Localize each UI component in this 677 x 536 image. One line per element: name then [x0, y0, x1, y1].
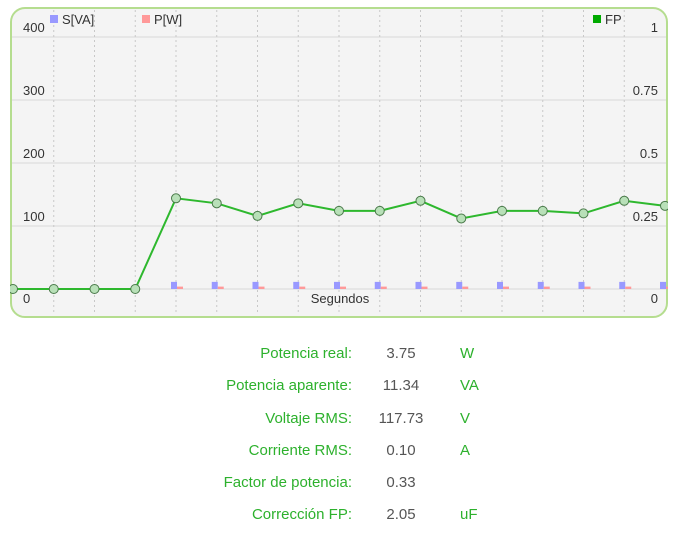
stat-row-potencia-real: Potencia real: 3.75 W: [0, 343, 677, 365]
y-right-tick-label: 0.75: [633, 83, 658, 98]
stat-unit: uF: [460, 506, 478, 523]
stat-label: Potencia real:: [260, 345, 352, 362]
data-point-fp: [660, 200, 668, 211]
bar-s-va: [456, 281, 463, 289]
chart-canvas: 0 100 200 300 400 0 0.25 0.5 0.75 1 Segundos S[VA] P…: [10, 7, 668, 318]
data-point-fp: [619, 195, 630, 206]
legend-swatch: [142, 15, 150, 23]
stat-row-potencia-aparente: Potencia aparente: 11.34 VA: [0, 375, 677, 397]
data-point-fp: [415, 195, 426, 206]
data-point-fp: [456, 213, 467, 224]
y-left-tick-label: 200: [23, 146, 45, 161]
data-point-fp: [130, 284, 141, 294]
data-point-fp: [578, 208, 589, 219]
data-point-fp: [497, 205, 507, 216]
bar-s-va: [293, 281, 300, 289]
stat-value: 117.73: [378, 410, 424, 427]
y-right-tick-label: 1: [651, 20, 658, 35]
stat-unit: A: [460, 442, 471, 459]
y-left-tick-label: 400: [23, 20, 45, 35]
data-point-fp: [252, 210, 263, 221]
power-chart: 0 100 200 300 400 0 0.25 0.5 0.75 1 Segundos S[VA] P…: [10, 7, 668, 318]
stat-unit: V: [460, 410, 471, 427]
y-right-tick-label: 0.25: [633, 209, 658, 224]
bar-p-w: [543, 286, 550, 289]
bar-s-va: [537, 281, 544, 289]
data-point-fp: [89, 284, 100, 294]
bar-p-w: [666, 286, 668, 289]
legend-label: FP: [605, 12, 622, 27]
bar-s-va: [171, 281, 177, 289]
bar-p-w: [299, 286, 306, 289]
y-left-tick-label: 0: [23, 291, 30, 306]
bar-p-w: [258, 286, 265, 289]
data-point-fp: [293, 198, 304, 209]
bar-s-va: [211, 281, 218, 289]
stat-label: Corriente RMS:: [248, 442, 352, 459]
y-left-tick-label: 100: [23, 209, 45, 224]
data-point-fp: [334, 205, 344, 216]
bar-p-w: [503, 286, 509, 289]
bar-s-va: [374, 281, 381, 289]
bar-s-va: [415, 281, 422, 289]
bar-p-w: [340, 286, 346, 289]
legend-label: P[W]: [154, 12, 182, 27]
bar-p-w: [380, 286, 387, 289]
data-point-fp: [537, 205, 548, 216]
stat-unit: W: [460, 345, 475, 362]
bar-p-w: [584, 286, 591, 289]
bar-s-va: [660, 281, 666, 289]
legend-swatch: [593, 15, 601, 23]
stat-value: 11.34: [382, 377, 420, 394]
data-point-fp: [374, 205, 385, 216]
data-point-fp: [211, 198, 222, 209]
stat-label: Corrección FP:: [251, 506, 352, 523]
bar-s-va: [252, 281, 259, 289]
bar-p-w: [177, 286, 183, 289]
bar-p-w: [462, 286, 469, 289]
stat-row-correccion-fp: Corrección FP: 2.05 uF: [0, 504, 677, 526]
legend-label: S[VA]: [62, 12, 94, 27]
stat-label: Voltaje RMS:: [265, 410, 352, 427]
stat-value: 0.10: [386, 442, 416, 459]
y-right-tick-label: 0.5: [640, 146, 658, 161]
data-point-fp: [171, 193, 181, 204]
bar-s-va: [578, 281, 585, 289]
stat-row-corriente-rms: Corriente RMS: 0.10 A: [0, 440, 677, 462]
legend-swatch: [50, 15, 58, 23]
bar-p-w: [421, 286, 428, 289]
stat-row-voltaje-rms: Voltaje RMS: 117.73 V: [0, 408, 677, 430]
bar-p-w: [217, 286, 224, 289]
bar-s-va: [619, 281, 626, 289]
bar-p-w: [625, 286, 632, 289]
data-point-fp: [10, 284, 18, 294]
y-right-tick-label: 0: [651, 291, 658, 306]
stat-value: 2.05: [386, 506, 416, 523]
stat-label: Potencia aparente:: [226, 377, 352, 394]
x-axis-label: Segundos: [311, 291, 370, 306]
stat-unit: VA: [460, 377, 479, 394]
stat-label: Factor de potencia:: [223, 474, 352, 491]
stat-value: 0.33: [386, 474, 416, 491]
bar-s-va: [334, 281, 340, 289]
bar-s-va: [497, 281, 503, 289]
data-point-fp: [48, 284, 59, 294]
stat-value: 3.75: [386, 345, 416, 362]
y-left-tick-label: 300: [23, 83, 45, 98]
stat-row-factor-potencia: Factor de potencia: 0.33: [0, 472, 677, 494]
